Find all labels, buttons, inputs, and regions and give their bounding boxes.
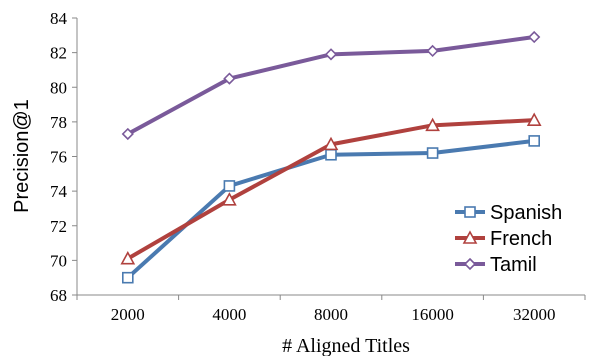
series-spanish: [122, 135, 541, 284]
y-tick-label: 76: [50, 148, 67, 167]
data-point-spanish: [122, 271, 134, 284]
data-point-french: [323, 136, 339, 151]
data-point-tamil: [324, 48, 338, 61]
data-point-spanish: [426, 147, 439, 159]
x-tick-label: 32000: [513, 305, 556, 324]
x-tick-label: 16000: [411, 305, 454, 324]
data-point-spanish: [223, 180, 236, 192]
data-point-spanish: [528, 135, 541, 147]
legend-swatch-marker: [462, 230, 478, 244]
legend-item-french: French: [455, 228, 552, 250]
legend-item-tamil: Tamil: [455, 254, 537, 276]
series-tamil: [121, 30, 541, 141]
data-point-french: [425, 117, 440, 132]
data-point-spanish: [325, 148, 337, 161]
x-tick-label: 4000: [212, 305, 246, 324]
data-point-tamil: [426, 44, 439, 58]
y-tick-labels: 68 70 72 74 76 78 80 82 84: [50, 9, 77, 305]
data-point-tamil: [121, 127, 134, 141]
y-tick-label: 74: [50, 182, 68, 201]
legend-swatch-marker: [463, 257, 477, 271]
x-tick-labels: 2000 4000 8000 16000 32000: [76, 295, 586, 324]
x-axis-title: # Aligned Titles: [282, 335, 410, 356]
series-french: [120, 112, 542, 265]
legend-label: Tamil: [490, 254, 537, 276]
data-point-french: [120, 250, 136, 265]
x-tick-label: 8000: [314, 305, 348, 324]
x-tick-label: 2000: [111, 305, 145, 324]
legend: Spanish French Tamil: [455, 202, 562, 276]
y-tick-label: 82: [50, 44, 67, 63]
y-tick-label: 68: [50, 286, 67, 305]
series-layer: [120, 30, 542, 284]
legend-label: French: [490, 228, 552, 250]
y-tick-label: 72: [50, 217, 67, 236]
data-point-french: [526, 112, 542, 126]
y-axis-title: Precision@1: [11, 99, 33, 213]
y-tick-label: 78: [50, 113, 67, 132]
y-tick-label: 84: [50, 9, 68, 28]
legend-swatch-marker: [464, 206, 476, 218]
legend-label: Spanish: [490, 202, 562, 224]
legend-item-spanish: Spanish: [455, 202, 562, 224]
y-tick-label: 70: [50, 251, 67, 270]
data-point-french: [222, 192, 237, 206]
y-tick-label: 80: [50, 78, 67, 97]
data-point-tamil: [528, 30, 541, 44]
data-point-tamil: [223, 72, 236, 85]
